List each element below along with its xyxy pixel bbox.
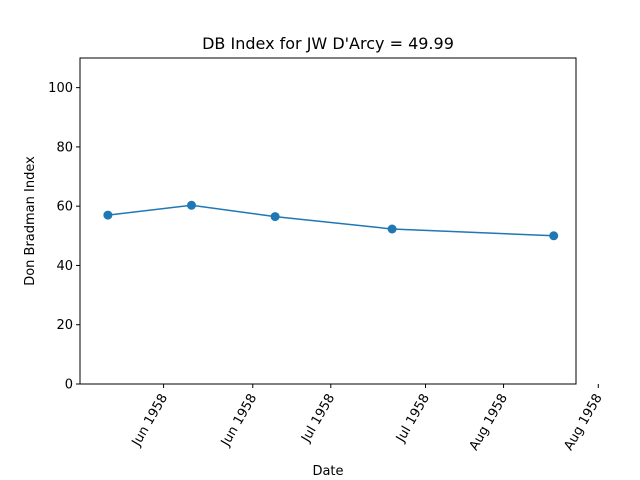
series-line xyxy=(107,204,554,237)
x-axis-label: Date xyxy=(312,464,343,479)
x-tick-label: Jul 1958 xyxy=(393,392,433,446)
x-tick-label: Jun 1958 xyxy=(129,392,171,450)
data-point xyxy=(549,231,559,241)
y-tick-label: 20 xyxy=(56,318,73,333)
y-axis: 0 20 40 60 80 100 xyxy=(48,81,80,393)
x-tick-label: Aug 1958 xyxy=(467,392,511,454)
y-axis-label: Don Bradman Index xyxy=(23,156,38,286)
y-tick-label: 100 xyxy=(48,81,73,96)
chart-title: DB Index for JW D'Arcy = 49.99 xyxy=(202,34,454,53)
data-point xyxy=(387,224,397,234)
series-group xyxy=(103,200,559,241)
y-tick-label: 60 xyxy=(56,200,73,215)
y-tick-label: 40 xyxy=(56,259,73,274)
x-tick-label: Jul 1958 xyxy=(298,392,338,446)
y-tick-label: 0 xyxy=(65,378,73,393)
x-axis: Jun 1958 Jun 1958 Jul 1958 Jul 1958 Aug 1958… xyxy=(129,384,606,453)
plot-area-frame xyxy=(79,57,577,385)
data-point xyxy=(270,212,280,222)
x-tick-label: Jun 1958 xyxy=(218,392,260,450)
data-point xyxy=(187,200,196,210)
x-tick-label: Aug 1958 xyxy=(561,392,605,454)
data-point xyxy=(103,210,113,220)
y-tick-label: 80 xyxy=(56,140,73,155)
